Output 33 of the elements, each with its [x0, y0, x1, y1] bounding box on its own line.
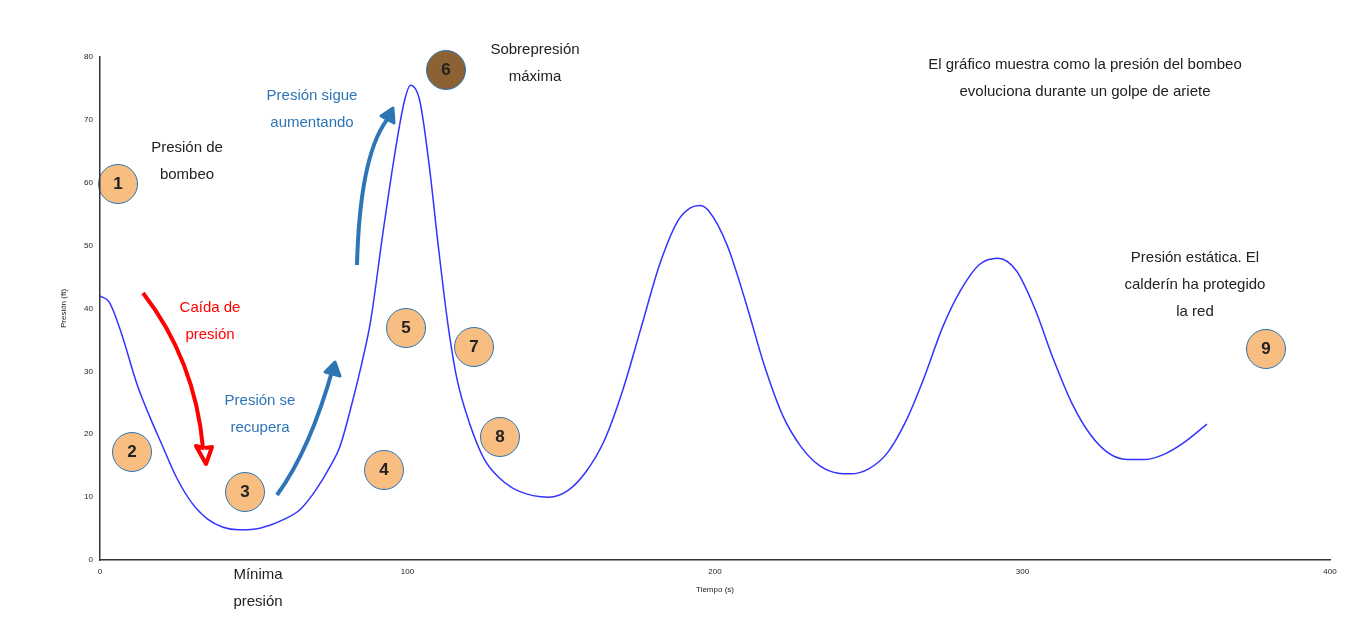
y-tick-label: 10: [84, 492, 94, 502]
annotation: El gráfico muestra como la presión del bombeo evoluciona durante un golpe de ariete: [927, 54, 1243, 101]
x-tick-label: 100: [400, 567, 415, 576]
annotation: 5: [386, 308, 426, 348]
annotation: Presión se recupera: [223, 390, 297, 437]
y-tick-label: 20: [84, 429, 94, 439]
y-tick-label: 30: [84, 366, 94, 376]
annotation: 9: [1246, 329, 1286, 369]
y-tick-label: 70: [84, 115, 94, 125]
x-axis-title: Tiempo (s): [696, 585, 735, 595]
y-tick-label: 60: [84, 177, 94, 187]
annotation: 6: [426, 50, 466, 90]
annotation: Presión sigue aumentando: [265, 85, 359, 132]
annotation: Caída de presión: [178, 297, 242, 344]
annotation: Presión estática. El calderín ha protegido la red: [1123, 246, 1267, 321]
y-tick-label: 40: [84, 303, 94, 313]
annotation: 4: [364, 450, 404, 490]
x-tick-label: 300: [1015, 567, 1030, 576]
x-tick-label: 200: [708, 567, 723, 576]
annotation: Presión de bombeo: [150, 137, 224, 184]
y-axis-title: Presión (ft): [59, 288, 68, 329]
text: Mínima presión: [232, 564, 284, 611]
y-tick-label: 80: [84, 52, 94, 62]
annotation: 8: [480, 417, 520, 457]
annotation: 3: [225, 472, 265, 512]
annotation: Sobrepresión máxima: [489, 39, 581, 86]
annotation: 2: [112, 432, 152, 472]
annotation: 1: [98, 164, 138, 204]
x-tick-label: 400: [1323, 567, 1338, 576]
x-tick-label: 0: [97, 567, 103, 576]
y-tick-label: 50: [84, 240, 94, 250]
annotation: 7: [454, 327, 494, 367]
y-tick-label: 0: [88, 555, 94, 565]
